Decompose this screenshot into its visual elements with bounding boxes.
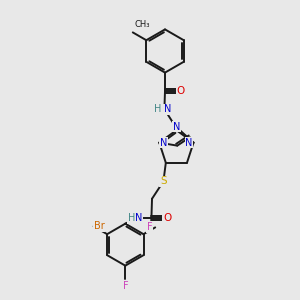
Text: N: N	[160, 138, 167, 148]
Text: N: N	[173, 122, 180, 132]
Text: N: N	[164, 104, 171, 114]
Text: S: S	[160, 176, 167, 186]
Text: F: F	[147, 222, 153, 233]
Text: O: O	[163, 213, 171, 223]
Text: N: N	[135, 213, 142, 223]
Text: N: N	[185, 138, 193, 148]
Text: CH₃: CH₃	[134, 20, 150, 29]
Text: Br: Br	[94, 221, 104, 231]
Text: O: O	[176, 86, 185, 96]
Text: H: H	[128, 213, 135, 223]
Text: H: H	[154, 104, 161, 114]
Text: F: F	[122, 281, 128, 291]
